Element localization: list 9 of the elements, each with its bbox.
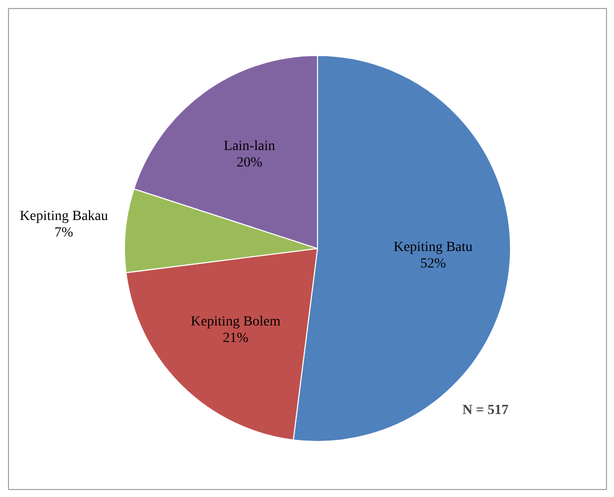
data-label: 52% <box>420 256 446 272</box>
data-label: 20% <box>236 156 263 171</box>
slice-label: Kepiting Bolem <box>190 314 281 330</box>
slice-label: Kepiting Batu <box>394 240 473 256</box>
slice-label: Lain-lain <box>224 139 276 154</box>
text: N = 517 <box>462 403 508 418</box>
slice-label: Kepiting Bakau <box>20 208 108 224</box>
data-label: 7% <box>54 225 74 240</box>
data-label: 21% <box>222 331 249 346</box>
